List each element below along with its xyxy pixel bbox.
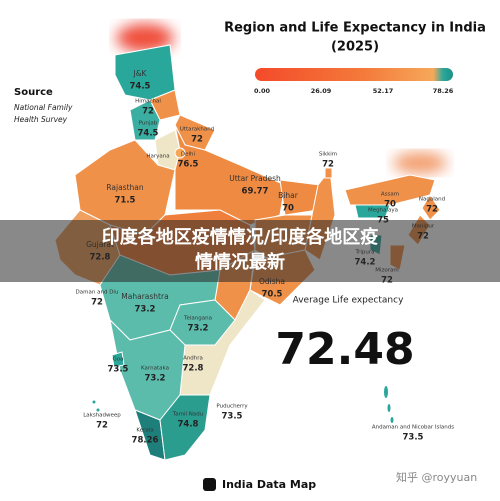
blur-blob (391, 150, 449, 176)
region-value: 69.77 (242, 187, 269, 197)
region-value: 74.5 (138, 129, 159, 139)
region-name: Meghalaya (368, 208, 398, 214)
region-label: Uttar Pradesh 69.77 (229, 174, 281, 197)
region-label: Tamil Nadu 74.8 (172, 412, 203, 430)
region-value: 74.8 (178, 420, 199, 430)
region-value: 71.5 (115, 196, 136, 206)
region-value: 73.2 (145, 374, 166, 384)
region-value: 70.5 (262, 290, 283, 300)
region-label: Karnataka 73.2 (141, 366, 169, 384)
region-label: Kerala 78.26 (132, 428, 159, 446)
region-name: Bihar (278, 191, 299, 200)
region-label: Daman and Diu 72 (76, 290, 119, 308)
region-name: Maharashtra (121, 292, 168, 301)
region-name: Kerala (136, 428, 153, 434)
region-value: 73.5 (108, 365, 129, 375)
region-value: 74.5 (130, 82, 151, 92)
scale-label: 52.17 (373, 87, 394, 95)
region-name: Assam (381, 192, 399, 198)
region (111, 351, 125, 368)
region-value: 72 (142, 107, 154, 117)
region-label: Andaman and Nicobar Islands 73.5 (372, 425, 454, 443)
region-name: Uttar Pradesh (229, 174, 281, 183)
source-text: National Family (14, 103, 73, 112)
region-label: Lakshadweep 72 (83, 413, 121, 431)
region-value: 72 (96, 421, 108, 431)
source-heading: Source (14, 87, 53, 98)
region-label: Andhra 72.8 (183, 356, 204, 374)
banner-text: 印度各地区疫情情况/印度各地区疫 (102, 226, 379, 248)
region-name: Nagaland (419, 197, 445, 203)
footer-logo (203, 478, 216, 491)
region-label: Delhi 76.5 (178, 152, 199, 170)
region-value: 73.2 (135, 305, 156, 315)
region-value: 73.5 (403, 433, 424, 443)
islands (92, 386, 394, 423)
region-name: Delhi (181, 152, 196, 158)
region-label: Haryana (146, 154, 169, 160)
region-name: Daman and Diu (76, 290, 119, 296)
region-value: 70 (384, 200, 396, 210)
region-label: J&K 74.5 (130, 69, 151, 92)
watermark: 知乎 @royyuan (396, 470, 477, 484)
source-text: Health Survey (14, 115, 68, 124)
region-name: Haryana (146, 154, 169, 160)
region-value: 72 (322, 160, 334, 170)
region-value: 72.8 (183, 364, 204, 374)
banner (0, 220, 500, 282)
region (174, 147, 186, 159)
subtitle: (2025) (331, 40, 379, 55)
region-value: 78.26 (132, 436, 159, 446)
region-label: Telangana 73.2 (183, 316, 212, 334)
banner-text: 情情况最新 (195, 251, 285, 273)
region-label: Goa 73.5 (108, 357, 129, 375)
region-name: Puducherry (216, 404, 248, 410)
region-label: Bihar 70 (278, 191, 299, 214)
region-label: Himachal 72 (135, 99, 161, 117)
region-name: Himachal (135, 99, 161, 105)
footer: India Data Map (222, 478, 316, 491)
region-value: 76.5 (178, 160, 199, 170)
average-value: 72.48 (275, 324, 414, 375)
region-label: Nagaland 72 (419, 197, 445, 215)
title: Region and Life Expectancy in India (224, 21, 486, 36)
scale-label: 26.09 (311, 87, 332, 95)
region-name: Andhra (183, 356, 203, 362)
region-value: 73.5 (222, 412, 243, 422)
region-name: Telangana (183, 316, 212, 322)
region-name: Sikkim (319, 152, 337, 158)
region (324, 167, 333, 179)
region-value: 70 (282, 204, 294, 214)
region (354, 204, 391, 219)
region-label: Puducherry 73.5 (216, 404, 248, 422)
region-label: Assam 70 (381, 192, 399, 210)
region-value: 72 (91, 298, 103, 308)
region-name: Goa (113, 357, 124, 363)
region-name: Rajasthan (106, 183, 144, 192)
region-name: Lakshadweep (83, 413, 121, 419)
region (129, 99, 161, 141)
region-name: Andaman and Nicobar Islands (372, 425, 454, 431)
region-name: Tamil Nadu (172, 412, 203, 418)
region-label: Punjab 74.5 (138, 121, 159, 139)
region-name: J&K (133, 69, 148, 78)
average-label: Average Life expectancy (293, 296, 404, 306)
region-value: 72 (426, 205, 438, 215)
region-label: Uttarakhand 72 (180, 127, 214, 145)
region-name: Karnataka (141, 366, 169, 372)
region-name: Uttarakhand (180, 127, 214, 133)
region-label: Sikkim 72 (319, 152, 337, 170)
region (159, 394, 211, 461)
region-label: Maharashtra 73.2 (121, 292, 168, 315)
color-scale (255, 68, 453, 81)
scale-label: 0.00 (254, 87, 271, 95)
region-label: Rajasthan 71.5 (106, 183, 144, 206)
region-name: Punjab (139, 121, 158, 127)
scale-label: 78.26 (433, 87, 454, 95)
region-value: 72 (191, 135, 203, 145)
region-value: 73.2 (188, 324, 209, 334)
